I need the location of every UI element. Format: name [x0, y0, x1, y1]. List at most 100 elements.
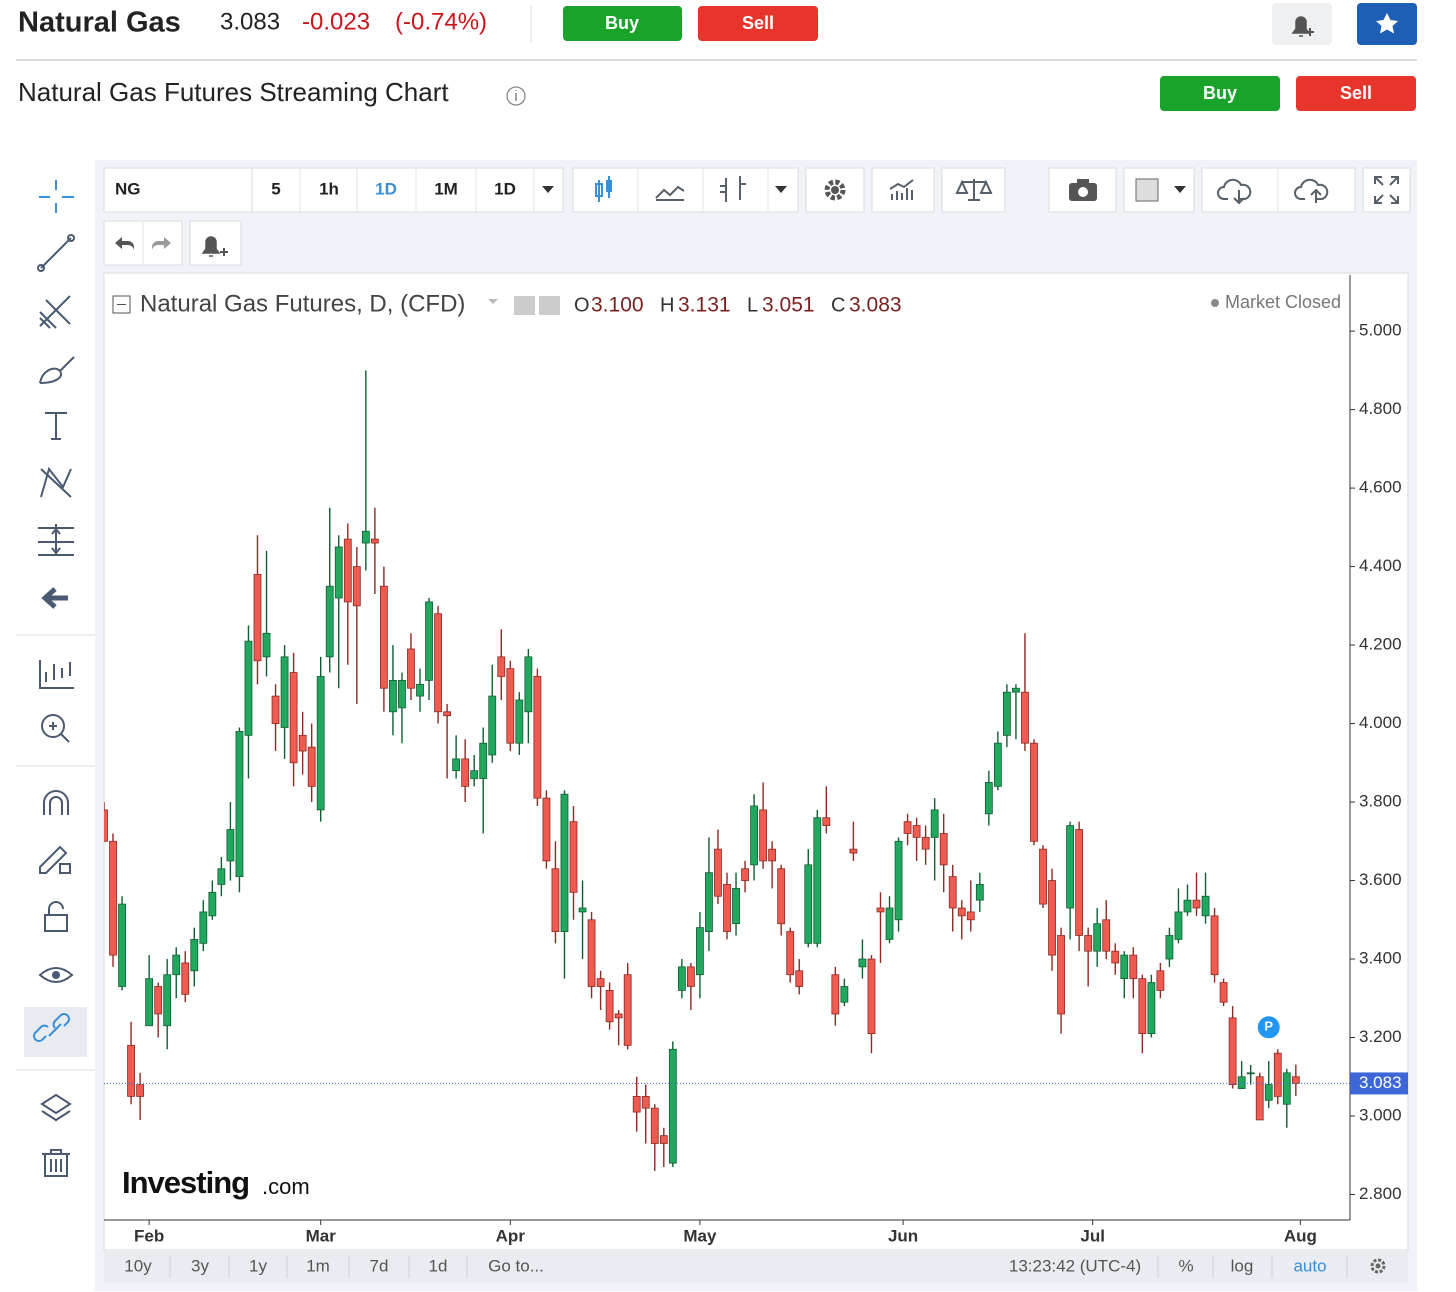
- interval-button[interactable]: 1h: [319, 179, 339, 198]
- range-button[interactable]: 10y: [124, 1256, 152, 1275]
- pattern-tool[interactable]: [40, 466, 72, 498]
- auto-toggle[interactable]: auto: [1293, 1256, 1326, 1275]
- visibility-toggle[interactable]: [514, 296, 535, 315]
- symbol-input[interactable]: NG: [103, 167, 253, 213]
- candle-body: [1174, 911, 1183, 940]
- interval-label: 5: [271, 179, 280, 198]
- crosshair-tool[interactable]: [39, 180, 74, 213]
- text-tool[interactable]: [45, 412, 67, 440]
- zoom-tool[interactable]: [41, 714, 70, 743]
- line-tool[interactable]: [37, 234, 75, 272]
- range-button[interactable]: 1d: [429, 1256, 448, 1275]
- log-toggle[interactable]: log: [1231, 1256, 1254, 1275]
- price-change: -0.023: [302, 8, 370, 35]
- buy-button[interactable]: Buy: [1160, 76, 1280, 111]
- remove-tool[interactable]: [41, 587, 68, 609]
- delete-tool[interactable]: [42, 1149, 70, 1177]
- percent-toggle[interactable]: %: [1178, 1256, 1193, 1275]
- candle-body: [389, 679, 397, 713]
- cloud-buttons[interactable]: [1201, 167, 1356, 213]
- footer-settings[interactable]: [1370, 1258, 1386, 1274]
- candle-body: [172, 954, 181, 976]
- candle-body: [1192, 899, 1201, 909]
- candle-body: [623, 974, 632, 1046]
- candle-body: [605, 990, 614, 1023]
- sell-button[interactable]: Sell: [1296, 76, 1416, 111]
- candle-body: [587, 919, 596, 987]
- clock: 13:23:42 (UTC-4): [1009, 1256, 1141, 1275]
- y-tick-label: 3.200: [1359, 1027, 1402, 1046]
- info-icon[interactable]: [506, 86, 526, 106]
- compare-button[interactable]: [941, 167, 1006, 213]
- series-settings[interactable]: [539, 296, 560, 315]
- candle-body: [759, 809, 768, 862]
- range-label: 1d: [429, 1256, 448, 1275]
- interval-button[interactable]: 1D: [375, 179, 397, 198]
- candle-body: [515, 699, 524, 744]
- y-tick-label: 3.400: [1359, 949, 1402, 968]
- interval-label: 1M: [434, 179, 458, 198]
- candle-body: [497, 656, 506, 677]
- candle-body: [1147, 982, 1156, 1034]
- collapse-button[interactable]: [112, 295, 131, 314]
- lock-tool[interactable]: [44, 901, 68, 932]
- candle-body: [677, 966, 686, 991]
- stay-drawing-tool[interactable]: [39, 845, 71, 874]
- buy-button[interactable]: Buy: [563, 6, 682, 41]
- candle-body: [271, 695, 280, 724]
- add-alert-button[interactable]: [189, 220, 242, 266]
- interval-button[interactable]: 1M: [434, 179, 458, 198]
- range-button[interactable]: 1y: [249, 1256, 267, 1275]
- settings-button[interactable]: [805, 167, 865, 213]
- range-button[interactable]: 1m: [306, 1256, 330, 1275]
- candle-body: [1165, 935, 1174, 960]
- candle-body: [1237, 1076, 1246, 1089]
- candle-body: [1111, 950, 1120, 964]
- candle-body: [479, 742, 488, 779]
- range-button[interactable]: 7d: [370, 1256, 389, 1275]
- color-button[interactable]: [1123, 167, 1195, 213]
- candle-body: [849, 848, 858, 854]
- indicators-button[interactable]: [871, 167, 935, 213]
- watchlist-button[interactable]: [1357, 3, 1417, 45]
- candle-body: [876, 907, 885, 913]
- fib-tool[interactable]: [39, 295, 71, 329]
- y-tick-label: 3.000: [1359, 1105, 1402, 1124]
- interval-button[interactable]: 5: [271, 179, 280, 198]
- goto-button[interactable]: Go to...: [488, 1256, 544, 1275]
- series-menu[interactable]: [488, 299, 498, 304]
- candle-body: [596, 978, 605, 987]
- chart-type-group[interactable]: [572, 167, 799, 213]
- candle-body: [957, 907, 966, 917]
- undo-redo[interactable]: [103, 220, 183, 266]
- magnet-tool[interactable]: [43, 790, 69, 815]
- alert-button[interactable]: [1272, 3, 1332, 45]
- snapshot-button[interactable]: [1048, 167, 1117, 213]
- candle-body: [1291, 1076, 1300, 1084]
- candle-body: [253, 574, 262, 662]
- candle-body: [506, 668, 515, 744]
- candle-body: [452, 758, 461, 772]
- sync-tool[interactable]: [24, 1007, 87, 1057]
- candle-body: [966, 911, 975, 921]
- range-label: 7d: [370, 1256, 389, 1275]
- candle-body: [127, 1044, 135, 1097]
- prediction-tool[interactable]: [38, 524, 74, 556]
- position-marker: [1257, 1016, 1280, 1039]
- candle-body: [1156, 970, 1165, 991]
- brush-tool[interactable]: [39, 356, 75, 384]
- range-button[interactable]: 3y: [191, 1256, 209, 1275]
- candle-body: [939, 833, 948, 866]
- candle-body: [1012, 687, 1020, 693]
- fullscreen-button[interactable]: [1362, 167, 1411, 213]
- candle-body: [104, 809, 108, 842]
- measure-tool[interactable]: [39, 660, 74, 689]
- candle-body: [885, 907, 894, 940]
- interval-button[interactable]: 1D: [494, 179, 516, 198]
- candle-body: [1210, 915, 1219, 976]
- layers-tool[interactable]: [40, 1093, 72, 1122]
- sell-button[interactable]: Sell: [698, 6, 818, 41]
- ohlc-value: 3.100: [591, 294, 644, 317]
- visibility-tool[interactable]: [38, 967, 74, 983]
- y-tick-label: 5.000: [1359, 321, 1402, 340]
